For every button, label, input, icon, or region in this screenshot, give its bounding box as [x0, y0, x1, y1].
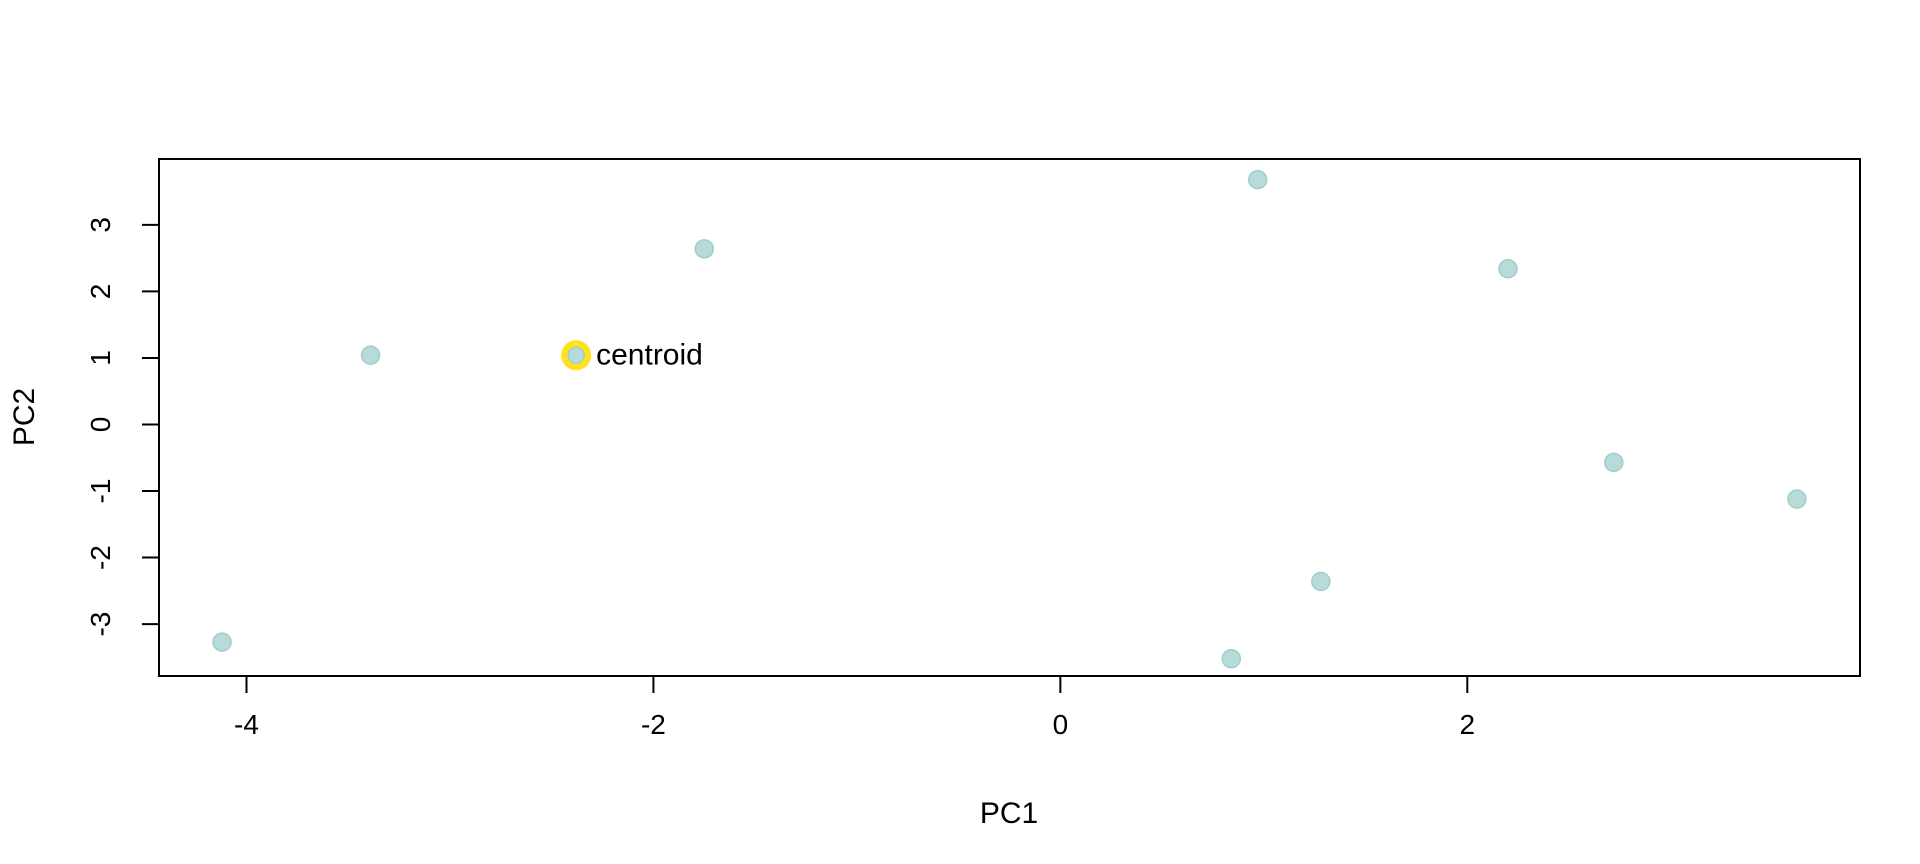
- scatter-point: [212, 632, 232, 652]
- centroid-label: centroid: [596, 338, 703, 371]
- y-tick-label: 1: [85, 350, 116, 366]
- scatter-point: [1221, 648, 1242, 669]
- plot-frame: [158, 158, 1861, 677]
- scatter-point: [1498, 259, 1518, 279]
- scatter-point: [1311, 571, 1331, 592]
- x-axis-label: PC1: [980, 797, 1038, 830]
- data-points: [212, 169, 1807, 669]
- y-tick-label: 0: [85, 417, 116, 433]
- scatter-point: [694, 239, 715, 259]
- y-tick-label: -2: [85, 545, 116, 570]
- x-tick-label: -2: [641, 709, 666, 740]
- scatter-point: [1787, 489, 1807, 509]
- y-tick-label: -1: [85, 479, 116, 504]
- y-tick-label: -3: [85, 612, 116, 637]
- scatter-point: [1247, 169, 1268, 190]
- centroid-point: [567, 346, 585, 365]
- scatter-point: [360, 345, 381, 366]
- y-axis-label: PC2: [8, 388, 41, 446]
- centroid-marker-group: centroid: [561, 338, 703, 371]
- scatter-point: [1604, 452, 1624, 473]
- x-tick-label: 0: [1053, 709, 1069, 740]
- x-axis: -4 -2 0 2: [234, 675, 1476, 740]
- y-tick-label: 2: [85, 284, 116, 300]
- x-tick-label: -4: [234, 709, 259, 740]
- y-tick-label: 3: [85, 217, 116, 233]
- y-axis: -3 -2 -1 0 1 2 3: [85, 217, 160, 637]
- x-tick-label: 2: [1460, 709, 1476, 740]
